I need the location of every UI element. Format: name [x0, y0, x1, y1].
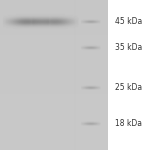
- Text: 35 kDa: 35 kDa: [115, 44, 143, 52]
- Text: 45 kDa: 45 kDa: [115, 17, 143, 26]
- Text: 25 kDa: 25 kDa: [115, 83, 142, 92]
- Text: 18 kDa: 18 kDa: [115, 119, 142, 128]
